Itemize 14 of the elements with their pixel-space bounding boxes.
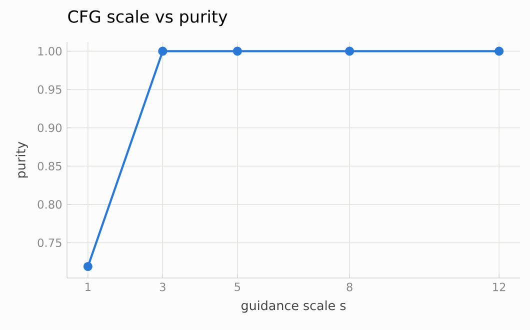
y-tick-label: 0.95 <box>38 85 62 94</box>
x-tick-label: 1 <box>86 282 90 291</box>
x-axis-title: guidance scale s <box>241 300 346 313</box>
y-tick-label: 0.80 <box>38 200 62 209</box>
y-axis-title: purity <box>16 142 28 178</box>
y-tick-label: 0.75 <box>38 238 62 248</box>
x-tick-label: 12 <box>493 282 506 292</box>
y-tick-label: 0.85 <box>38 162 62 170</box>
x-tick-label: 3 <box>160 282 166 292</box>
y-tick-label: 1.00 <box>38 46 62 56</box>
y-tick-label: 0.90 <box>38 124 62 132</box>
x-tick-label: 5 <box>234 282 240 292</box>
x-tick-label: 8 <box>346 282 352 292</box>
chart-title: CFG scale vs purity <box>68 10 228 26</box>
